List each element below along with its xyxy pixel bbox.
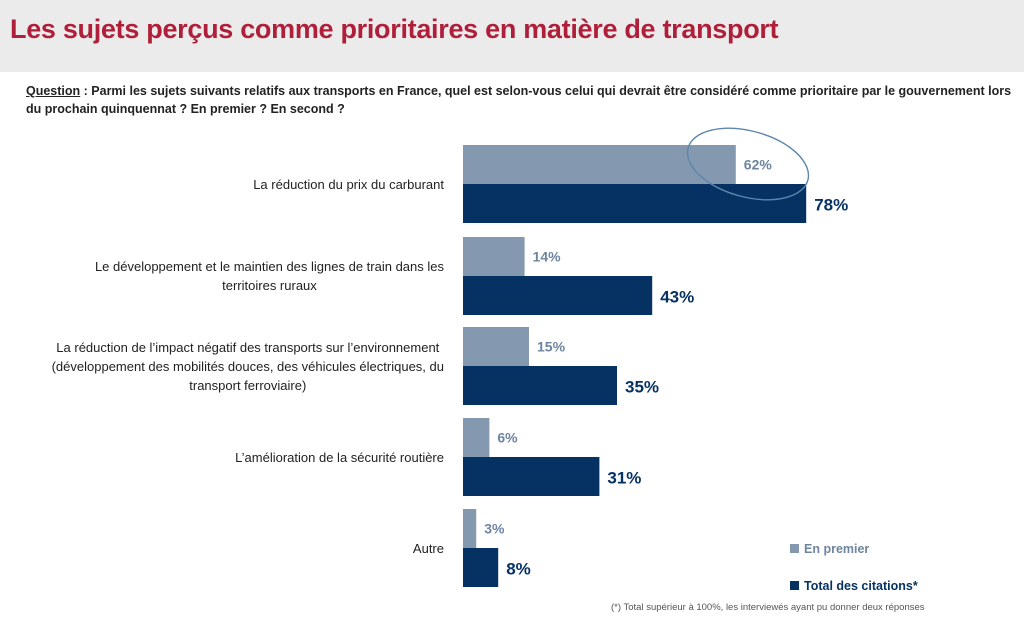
category-label-4: Autre — [412, 540, 444, 556]
page-title: Les sujets perçus comme prioritaires en … — [10, 14, 779, 44]
value-label-total-1: 43% — [660, 288, 694, 307]
value-label-en-premier-1: 14% — [533, 249, 562, 265]
footnote: (*) Total supérieur à 100%, les intervie… — [611, 602, 925, 613]
question-label: Question — [26, 84, 81, 98]
category-label-0: La réduction du prix du carburant — [253, 176, 444, 192]
value-label-en-premier-2: 15% — [537, 339, 566, 355]
bar-en-premier-2 — [463, 327, 529, 366]
bar-en-premier-0 — [463, 145, 736, 184]
value-label-total-0: 78% — [814, 196, 848, 215]
value-label-total-2: 35% — [625, 378, 659, 397]
question-text: Question : Parmi les sujets suivants rel… — [26, 82, 1016, 118]
header-band: Les sujets perçus comme prioritaires en … — [0, 0, 1024, 72]
value-label-total-4: 8% — [506, 560, 531, 579]
bar-en-premier-1 — [463, 237, 525, 276]
bar-total-1 — [463, 276, 653, 315]
legend-swatch-total — [790, 581, 799, 590]
legend-swatch-en-premier — [790, 544, 799, 553]
value-label-en-premier-4: 3% — [484, 521, 505, 537]
value-label-total-3: 31% — [607, 469, 641, 488]
question-body: : Parmi les sujets suivants relatifs aux… — [26, 84, 1012, 116]
value-label-en-premier-0: 62% — [744, 157, 773, 173]
bar-total-4 — [463, 548, 499, 587]
bar-total-2 — [463, 366, 617, 405]
bar-en-premier-4 — [463, 509, 477, 548]
category-label-3: L’amélioration de la sécurité routière — [235, 449, 444, 465]
legend-item-total: Total des citations* — [790, 579, 918, 593]
bar-total-3 — [463, 457, 600, 496]
legend-item-en-premier: En premier — [790, 542, 869, 556]
value-label-en-premier-3: 6% — [497, 430, 518, 446]
bar-en-premier-3 — [463, 418, 490, 457]
category-label-1: Le développement et le maintien des lign… — [94, 259, 444, 293]
bar-total-0 — [463, 184, 807, 223]
category-label-2: La réduction de l’impact négatif des tra… — [51, 339, 444, 393]
legend-label-en-premier: En premier — [804, 542, 870, 556]
highlight-ellipse — [686, 127, 810, 201]
legend-label-total: Total des citations* — [804, 579, 918, 593]
